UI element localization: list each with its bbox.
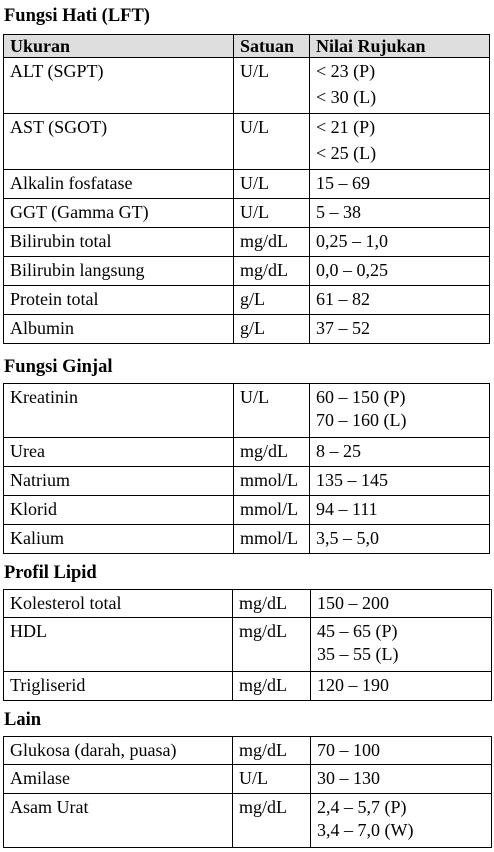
row-value: < 21 (P) < 25 (L): [309, 113, 490, 170]
row-value: 45 – 65 (P) 35 – 55 (L): [310, 617, 492, 672]
table-row: Albumin g/L 37 – 52: [3, 314, 490, 344]
row-name: Albumin: [3, 314, 234, 344]
header-ukuran: Ukuran: [3, 34, 234, 58]
row-name: Kalium: [3, 524, 234, 554]
row-name: AST (SGOT): [3, 113, 234, 170]
row-unit: mmol/L: [233, 466, 310, 496]
table-lipid: Kolesterol total mg/dL 150 – 200 HDL mg/…: [3, 589, 492, 701]
table-row: Trigliserid mg/dL 120 – 190: [3, 671, 492, 701]
table-other: Glukosa (darah, puasa) mg/dL 70 – 100 Am…: [3, 736, 492, 848]
table-row: Bilirubin total mg/dL 0,25 – 1,0: [3, 227, 490, 257]
row-name: Kreatinin: [3, 383, 234, 438]
row-value: 2,4 – 5,7 (P) 3,4 – 7,0 (W): [310, 793, 492, 848]
row-name: Amilase: [3, 764, 233, 794]
table-row: Bilirubin langsung mg/dL 0,0 – 0,25: [3, 256, 490, 286]
row-unit: mg/dL: [233, 437, 310, 467]
table-row: Urea mg/dL 8 – 25: [3, 437, 490, 467]
row-unit: U/L: [232, 764, 311, 794]
section-title-lipid: Profil Lipid: [4, 563, 97, 583]
row-name: GGT (Gamma GT): [3, 198, 234, 228]
row-unit: mg/dL: [232, 671, 311, 701]
row-unit: mg/dL: [233, 227, 310, 257]
row-value: 61 – 82: [309, 285, 490, 315]
row-name: HDL: [3, 617, 233, 672]
row-unit: mg/dL: [232, 589, 311, 618]
header-satuan: Satuan: [233, 34, 310, 58]
row-name: Natrium: [3, 466, 234, 496]
row-unit: U/L: [233, 198, 310, 228]
table-row: HDL mg/dL 45 – 65 (P) 35 – 55 (L): [3, 617, 492, 672]
row-name: Bilirubin total: [3, 227, 234, 257]
row-name: Kolesterol total: [3, 589, 233, 618]
table-row: Glukosa (darah, puasa) mg/dL 70 – 100: [3, 736, 492, 765]
row-unit: U/L: [233, 169, 310, 199]
row-unit: mg/dL: [232, 617, 311, 672]
row-value: 94 – 111: [309, 495, 490, 525]
table-row: Kalium mmol/L 3,5 – 5,0: [3, 524, 490, 554]
section-title-other: Lain: [4, 710, 42, 730]
section-title-liver: Fungsi Hati (LFT): [4, 6, 150, 26]
row-value: 150 – 200: [310, 589, 492, 618]
table-row: ALT (SGPT) U/L < 23 (P) < 30 (L): [3, 57, 490, 114]
row-value: 135 – 145: [309, 466, 490, 496]
header-nilai-rujukan: Nilai Rujukan: [309, 34, 490, 58]
table-kidney: Kreatinin U/L 60 – 150 (P) 70 – 160 (L) U…: [3, 383, 490, 554]
row-value: 0,25 – 1,0: [309, 227, 490, 257]
row-unit: g/L: [233, 285, 310, 315]
row-value: 15 – 69: [309, 169, 490, 199]
table-row: Amilase U/L 30 – 130: [3, 764, 492, 794]
table-row: Kolesterol total mg/dL 150 – 200: [3, 589, 492, 618]
row-value: 8 – 25: [309, 437, 490, 467]
row-value: 30 – 130: [310, 764, 492, 794]
row-unit: mg/dL: [232, 736, 311, 765]
row-unit: U/L: [233, 113, 310, 170]
row-name: Klorid: [3, 495, 234, 525]
row-name: Asam Urat: [3, 793, 233, 848]
section-title-kidney: Fungsi Ginjal: [4, 357, 113, 377]
row-value: 60 – 150 (P) 70 – 160 (L): [309, 383, 490, 438]
row-value: 3,5 – 5,0: [309, 524, 490, 554]
table-row: Asam Urat mg/dL 2,4 – 5,7 (P) 3,4 – 7,0 (…: [3, 793, 492, 848]
row-name: Protein total: [3, 285, 234, 315]
row-unit: mmol/L: [233, 524, 310, 554]
table-row: Natrium mmol/L 135 – 145: [3, 466, 490, 496]
table-row: Alkalin fosfatase U/L 15 – 69: [3, 169, 490, 199]
row-value: 70 – 100: [310, 736, 492, 765]
row-value: 37 – 52: [309, 314, 490, 344]
row-unit: U/L: [233, 383, 310, 438]
row-unit: g/L: [233, 314, 310, 344]
row-value: 0,0 – 0,25: [309, 256, 490, 286]
row-name: Glukosa (darah, puasa): [3, 736, 233, 765]
row-value: 120 – 190: [310, 671, 492, 701]
row-name: Urea: [3, 437, 234, 467]
table-row: Protein total g/L 61 – 82: [3, 285, 490, 315]
row-name: Trigliserid: [3, 671, 233, 701]
row-unit: mmol/L: [233, 495, 310, 525]
table-row: AST (SGOT) U/L < 21 (P) < 25 (L): [3, 113, 490, 170]
table-row: Kreatinin U/L 60 – 150 (P) 70 – 160 (L): [3, 383, 490, 438]
row-unit: mg/dL: [233, 256, 310, 286]
row-unit: mg/dL: [232, 793, 311, 848]
row-name: Alkalin fosfatase: [3, 169, 234, 199]
table-liver: Ukuran Satuan Nilai Rujukan ALT (SGPT) U…: [3, 34, 490, 344]
row-name: Bilirubin langsung: [3, 256, 234, 286]
table-row: Klorid mmol/L 94 – 111: [3, 495, 490, 525]
row-unit: U/L: [233, 57, 310, 114]
row-value: < 23 (P) < 30 (L): [309, 57, 490, 114]
table-header-row: Ukuran Satuan Nilai Rujukan: [3, 34, 490, 58]
row-value: 5 – 38: [309, 198, 490, 228]
table-row: GGT (Gamma GT) U/L 5 – 38: [3, 198, 490, 228]
row-name: ALT (SGPT): [3, 57, 234, 114]
